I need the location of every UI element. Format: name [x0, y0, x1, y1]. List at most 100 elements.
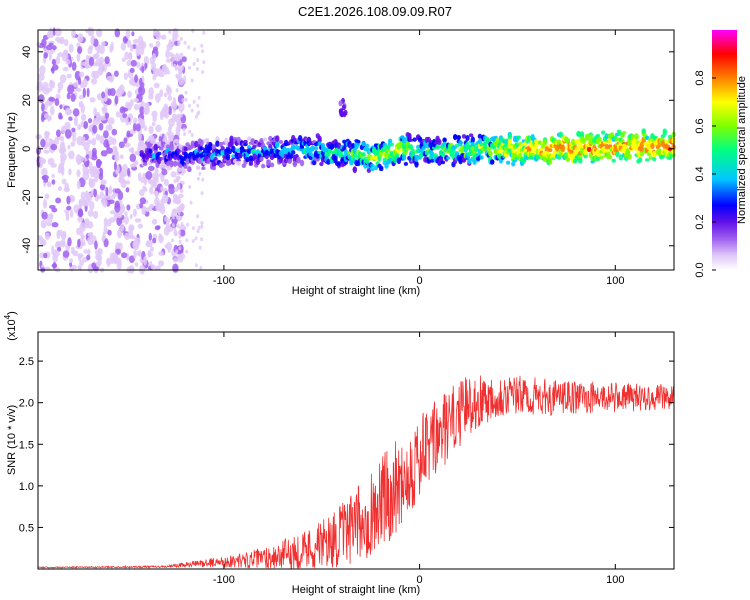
heatmap-cell [83, 142, 90, 151]
heatmap-cell [65, 107, 72, 116]
heatmap-cell [175, 249, 179, 254]
heatmap-cell [188, 151, 194, 157]
heatmap-cell [92, 125, 98, 134]
heatmap-cell [62, 250, 70, 258]
heatmap-cell [66, 195, 71, 205]
heatmap-cell [560, 146, 565, 153]
heatmap-cell [54, 136, 60, 145]
heatmap-cell [126, 204, 131, 211]
heatmap-cell [172, 33, 176, 38]
heatmap-cell [57, 186, 62, 192]
heatmap-cell [178, 246, 182, 251]
heatmap-cell [472, 159, 477, 165]
heatmap-cell [176, 74, 180, 79]
snr-multiplier-suffix: ) [6, 311, 18, 315]
heatmap-cell [68, 150, 75, 160]
heatmap-cell [158, 260, 165, 267]
heatmap-cell [62, 66, 69, 72]
heatmap-cell [137, 117, 142, 123]
heatmap-cell [208, 141, 213, 149]
heatmap-cell [132, 123, 137, 132]
y-tick-label: 40 [21, 46, 33, 58]
heatmap-cell [252, 153, 257, 159]
heatmap-cell [118, 84, 125, 95]
heatmap-cell [55, 241, 61, 247]
heatmap-cell [446, 156, 451, 160]
heatmap-cell [133, 98, 140, 103]
heatmap-cell [548, 148, 553, 153]
heatmap-cell [78, 155, 84, 163]
heatmap-cell [143, 177, 148, 186]
heatmap-cell [178, 239, 182, 244]
heatmap-cell [54, 98, 60, 107]
heatmap-cell [261, 163, 266, 169]
heatmap-cell [421, 145, 426, 151]
heatmap-cell [196, 111, 200, 116]
y-tick-label: 1.5 [19, 439, 34, 451]
heatmap-cell [495, 137, 500, 145]
heatmap-cell [86, 87, 90, 98]
heatmap-cell [36, 83, 44, 92]
heatmap-cell [48, 50, 52, 61]
heatmap-cell [227, 159, 232, 166]
heatmap-cell [145, 240, 150, 248]
heatmap-cell [329, 160, 335, 164]
heatmap-cell [143, 162, 148, 166]
heatmap-cell [76, 53, 81, 62]
heatmap-cell [179, 113, 183, 118]
heatmap-cell [51, 59, 57, 66]
heatmap-cell [379, 167, 384, 172]
heatmap-cell [132, 38, 139, 44]
heatmap-cell [338, 100, 343, 107]
heatmap-cell [102, 198, 108, 208]
heatmap-cell [103, 238, 109, 248]
heatmap-cell [50, 163, 57, 168]
heatmap-cell [148, 148, 153, 154]
heatmap-cell [296, 156, 301, 164]
heatmap-cell [648, 149, 653, 154]
heatmap-cell [641, 128, 646, 134]
heatmap-cell [145, 170, 153, 180]
heatmap-cell [88, 45, 94, 50]
heatmap-cell [73, 116, 78, 127]
heatmap-cell [622, 131, 627, 135]
heatmap-cell [183, 226, 187, 231]
heatmap-cell [609, 132, 615, 138]
heatmap-cell [620, 133, 625, 138]
heatmap-cell [548, 159, 553, 165]
heatmap-cell [120, 252, 128, 259]
heatmap-cell [131, 31, 135, 37]
heatmap-cell [157, 151, 162, 156]
heatmap-cell [604, 143, 609, 150]
heatmap-cell [148, 232, 152, 241]
heatmap-cell [61, 178, 67, 185]
heatmap-cell [576, 130, 581, 137]
snr-multiplier-prefix: (x10 [6, 319, 18, 340]
heatmap-cell [78, 199, 85, 205]
heatmap-cell [76, 180, 81, 190]
heatmap-cell [183, 164, 188, 169]
heatmap-cell [82, 78, 88, 88]
heatmap-cell [83, 249, 89, 254]
heatmap-cell [97, 248, 103, 256]
heatmap-cell [180, 123, 187, 130]
heatmap-cell [45, 132, 50, 141]
heatmap-cell [90, 35, 95, 45]
heatmap-cell [313, 146, 319, 151]
heatmap-cell [188, 184, 192, 189]
heatmap-cell [200, 221, 204, 225]
heatmap-cell [128, 78, 135, 86]
heatmap-cell [161, 168, 168, 176]
heatmap-cell [151, 153, 157, 160]
heatmap-cell [430, 151, 435, 159]
heatmap-cell [627, 153, 632, 160]
colorbar-tick-label: 0.2 [694, 214, 706, 229]
y-tick-label: 1.0 [19, 481, 34, 493]
heatmap-cell [389, 142, 394, 147]
heatmap-cell [595, 156, 601, 161]
heatmap-cell [319, 161, 324, 167]
heatmap-cell [514, 142, 520, 148]
heatmap-cell [468, 133, 474, 137]
heatmap-cell [80, 191, 86, 200]
heatmap-cell [138, 85, 146, 96]
